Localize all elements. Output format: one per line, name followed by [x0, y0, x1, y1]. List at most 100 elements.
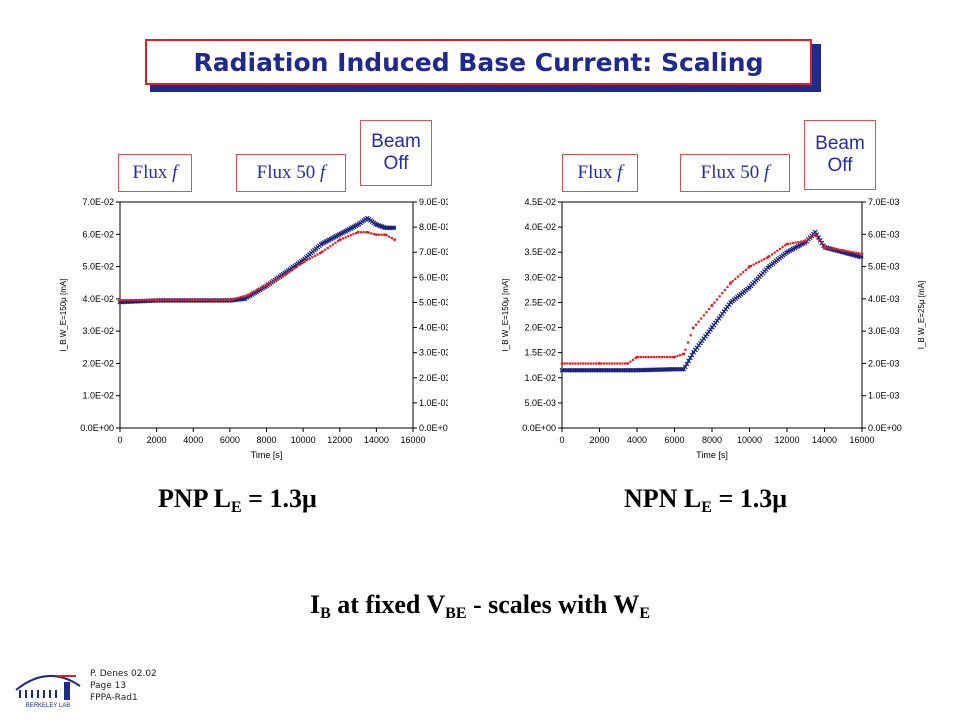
- y-left-tick-label: 4.5E-02: [524, 197, 556, 207]
- data-anchor: [598, 362, 601, 365]
- data-point: [270, 281, 273, 284]
- data-anchor: [860, 255, 864, 259]
- data-point: [736, 275, 740, 278]
- data-point: [792, 241, 795, 245]
- data-anchor: [338, 232, 342, 236]
- data-point: [213, 298, 217, 302]
- data-anchor: [710, 303, 714, 307]
- data-point: [121, 298, 124, 302]
- y-left-tick-label: 5.0E-03: [524, 398, 556, 408]
- data-point: [826, 246, 829, 249]
- data-point: [666, 355, 669, 359]
- tag-line: Beam: [815, 133, 865, 154]
- y-left-axis-label: I_B W_E=150μ [mA]: [501, 279, 510, 352]
- data-point: [589, 362, 593, 365]
- y-right-tick-label: 1.0E-03: [868, 391, 900, 401]
- y-left-tick-label: 2.0E-02: [82, 358, 114, 368]
- data-point: [157, 298, 160, 302]
- x-tick-label: 14000: [364, 435, 389, 445]
- data-point: [370, 232, 373, 235]
- data-anchor: [246, 293, 250, 297]
- data-anchor: [560, 368, 564, 372]
- slide-title: Radiation Induced Base Current: Scaling: [145, 39, 812, 85]
- data-point: [372, 232, 376, 236]
- series-0: [559, 229, 864, 373]
- data-point: [124, 298, 127, 302]
- data-point: [272, 279, 276, 283]
- y-right-tick-label: 8.0E-03: [419, 222, 448, 232]
- data-point: [275, 278, 278, 281]
- data-point: [650, 355, 653, 359]
- data-point: [183, 298, 186, 302]
- data-anchor: [860, 252, 864, 256]
- data-point: [139, 298, 142, 302]
- data-anchor: [673, 367, 676, 371]
- footer-page: Page 13: [90, 681, 127, 691]
- tag-italic: f: [320, 162, 326, 183]
- data-point: [252, 291, 255, 294]
- y-left-tick-label: 7.0E-02: [82, 197, 114, 207]
- y-right-tick-label: 7.0E-03: [868, 197, 900, 207]
- y-left-tick-label: 2.0E-02: [524, 323, 556, 333]
- tag-italic: f: [764, 162, 770, 183]
- data-point: [828, 247, 831, 250]
- data-point: [306, 259, 309, 262]
- data-point: [760, 259, 763, 262]
- data-point: [313, 254, 317, 258]
- data-point: [621, 362, 624, 365]
- data-point: [684, 348, 687, 351]
- x-tick-label: 12000: [327, 435, 352, 445]
- data-point: [752, 263, 755, 266]
- tag-flux-f-right-text: Flux f: [578, 162, 623, 184]
- data-point: [739, 273, 742, 276]
- x-tick-label: 0: [117, 435, 122, 445]
- caption-text: NPN L: [624, 484, 702, 513]
- data-point: [684, 361, 690, 367]
- data-point: [234, 297, 237, 300]
- data-point: [195, 298, 199, 302]
- tag-flux-f-left: Flux f: [118, 154, 192, 192]
- x-tick-label: 4000: [183, 435, 203, 445]
- data-point: [152, 298, 155, 302]
- data-point: [236, 296, 240, 299]
- data-point: [647, 355, 650, 359]
- data-anchor: [823, 245, 826, 249]
- data-point: [784, 244, 787, 247]
- data-point: [731, 280, 734, 283]
- data-anchor: [384, 226, 387, 230]
- data-point: [167, 298, 170, 302]
- data-point: [639, 355, 642, 359]
- data-point: [293, 267, 296, 270]
- x-tick-label: 6000: [664, 435, 684, 445]
- data-point: [231, 298, 235, 301]
- data-point: [818, 238, 821, 242]
- data-anchor: [729, 281, 733, 285]
- tag-flux-50f-left-text: Flux 50 f: [257, 162, 326, 184]
- plot-frame: [119, 201, 414, 429]
- y-left-tick-label: 0.0E+00: [522, 423, 556, 433]
- data-point: [180, 298, 183, 302]
- data-point: [347, 235, 350, 238]
- y-right-tick-label: 7.0E-03: [419, 247, 448, 257]
- conclusion-part: I: [309, 590, 321, 619]
- data-point: [705, 311, 708, 314]
- data-point: [211, 298, 214, 302]
- y-right-tick-label: 6.0E-03: [868, 229, 900, 239]
- y-right-tick-label: 0.0E+00: [868, 423, 902, 433]
- data-point: [679, 366, 685, 372]
- data-point: [221, 298, 224, 302]
- data-point: [367, 231, 370, 234]
- data-point: [694, 323, 698, 326]
- data-point: [773, 251, 776, 254]
- data-point: [618, 362, 621, 365]
- data-point: [726, 285, 729, 288]
- y-right-tick-label: 4.0E-03: [868, 294, 900, 304]
- data-point: [134, 298, 137, 302]
- tag-flux-50f-left: Flux 50 f: [236, 154, 346, 192]
- data-point: [763, 258, 766, 261]
- data-point: [144, 298, 147, 302]
- data-point: [624, 362, 627, 365]
- berkeley-lab-logo: BERKELEY LAB: [15, 674, 81, 709]
- data-point: [839, 248, 842, 252]
- x-tick-label: 2000: [147, 435, 167, 445]
